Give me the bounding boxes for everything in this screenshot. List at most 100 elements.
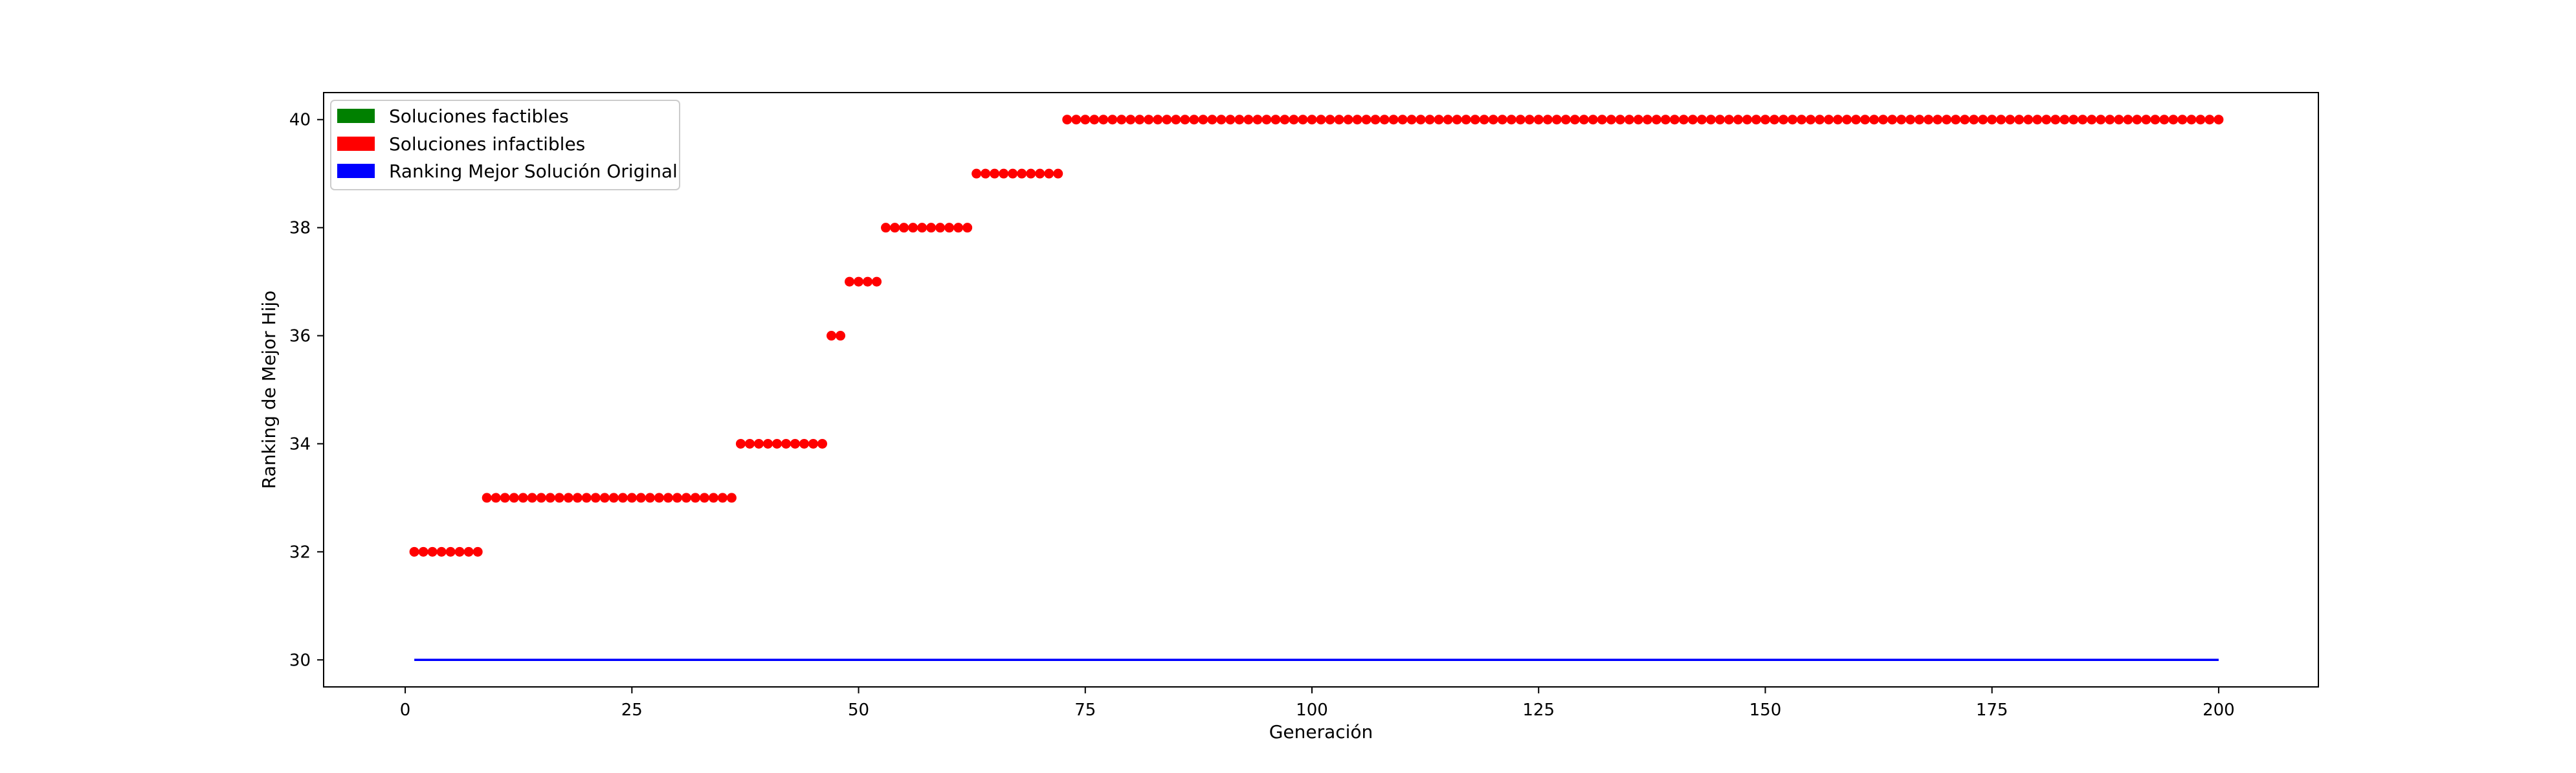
y-axis: 30 32 34 36 38 40 (289, 111, 324, 670)
infeasible-point (1905, 115, 1916, 125)
y-axis-label: Ranking de Mejor Hijo (258, 291, 280, 489)
infeasible-point (654, 493, 664, 503)
infeasible-point (1107, 115, 1118, 125)
infeasible-point (2114, 115, 2124, 125)
infeasible-point (1815, 115, 1825, 125)
infeasible-point (2195, 115, 2206, 125)
infeasible-point (500, 493, 510, 503)
infeasible-point (772, 438, 782, 449)
infeasible-point (2150, 115, 2160, 125)
x-tick-label: 100 (1296, 700, 1328, 720)
infeasible-point (1633, 115, 1643, 125)
infeasible-point (1289, 115, 1299, 125)
infeasible-point (1887, 115, 1898, 125)
infeasible-point (590, 493, 601, 503)
y-tick-label: 38 (289, 219, 311, 238)
infeasible-point (708, 493, 718, 503)
infeasible-point (472, 546, 483, 557)
infeasible-point (1924, 115, 1934, 125)
infeasible-point (781, 438, 791, 449)
infeasible-point (617, 493, 628, 503)
infeasible-point (1425, 115, 1435, 125)
infeasible-point (608, 493, 619, 503)
infeasible-point (2087, 115, 2097, 125)
infeasible-point (790, 438, 800, 449)
infeasible-point (1996, 115, 2006, 125)
infeasible-point (1026, 168, 1036, 179)
infeasible-point (999, 168, 1009, 179)
infeasible-point (2177, 115, 2188, 125)
infeasible-point (409, 546, 419, 557)
infeasible-point (1651, 115, 1661, 125)
x-tick-label: 50 (848, 700, 869, 720)
infeasible-point (1551, 115, 1562, 125)
infeasible-point (817, 438, 827, 449)
infeasible-point (935, 223, 946, 233)
infeasible-point (2214, 115, 2224, 125)
infeasible-point (418, 546, 428, 557)
infeasible-point (436, 546, 447, 557)
infeasible-point (1343, 115, 1353, 125)
infeasible-point (881, 223, 891, 233)
infeasible-point (2069, 115, 2079, 125)
legend-swatch-factibles (337, 109, 375, 123)
infeasible-point (953, 223, 964, 233)
legend-label-factibles: Soluciones factibles (389, 106, 569, 127)
x-tick-label: 150 (1749, 700, 1782, 720)
infeasible-point (2204, 115, 2215, 125)
infeasible-point (981, 168, 991, 179)
infeasible-point (454, 546, 465, 557)
legend-frame (330, 100, 680, 190)
infeasible-point (1533, 115, 1544, 125)
infeasible-point (854, 276, 864, 287)
legend-label-infactibles: Soluciones infactibles (389, 133, 585, 155)
infeasible-point (445, 546, 456, 557)
infeasible-point (663, 493, 673, 503)
infeasible-point (1615, 115, 1625, 125)
infeasible-point (962, 223, 973, 233)
infeasible-point (681, 493, 691, 503)
infeasible-point (509, 493, 519, 503)
infeasible-point (926, 223, 937, 233)
infeasible-point (1597, 115, 1607, 125)
y-tick-label: 40 (289, 111, 311, 130)
legend-swatch-original (337, 164, 375, 178)
x-axis: 0 25 50 75 100 125 150 175 200 (400, 687, 2235, 720)
infeasible-point (1053, 168, 1063, 179)
infeasible-point (808, 438, 818, 449)
infeasible-point (2060, 115, 2070, 125)
infeasible-point (1515, 115, 1526, 125)
infeasible-point (1352, 115, 1362, 125)
infeasible-point (1089, 115, 1100, 125)
infeasible-point (672, 493, 682, 503)
infeasible-point (1452, 115, 1462, 125)
infeasible-point (482, 493, 492, 503)
infeasible-point (2041, 115, 2052, 125)
infeasible-point (1370, 115, 1381, 125)
infeasible-point (1760, 115, 1770, 125)
infeasible-point (1126, 115, 1136, 125)
infeasible-point (845, 276, 855, 287)
infeasible-point (1135, 115, 1145, 125)
infeasible-point (1669, 115, 1680, 125)
infeasible-point (1978, 115, 1988, 125)
infeasible-point (1860, 115, 1871, 125)
infeasible-point (799, 438, 809, 449)
infeasible-point (1189, 115, 1199, 125)
infeasible-point (599, 493, 610, 503)
infeasible-point (1705, 115, 1716, 125)
infeasible-point (1715, 115, 1725, 125)
infeasible-point (563, 493, 573, 503)
infeasible-point (1252, 115, 1263, 125)
infeasible-point (1479, 115, 1489, 125)
infeasible-point (1942, 115, 1952, 125)
infeasible-point (627, 493, 637, 503)
y-tick-label: 32 (289, 543, 311, 562)
infeasible-point (1379, 115, 1390, 125)
infeasible-point (1334, 115, 1344, 125)
infeasible-point (1833, 115, 1843, 125)
y-tick-label: 30 (289, 651, 311, 670)
infeasible-point (1588, 115, 1598, 125)
infeasible-point (1606, 115, 1616, 125)
infeasible-point (536, 493, 546, 503)
